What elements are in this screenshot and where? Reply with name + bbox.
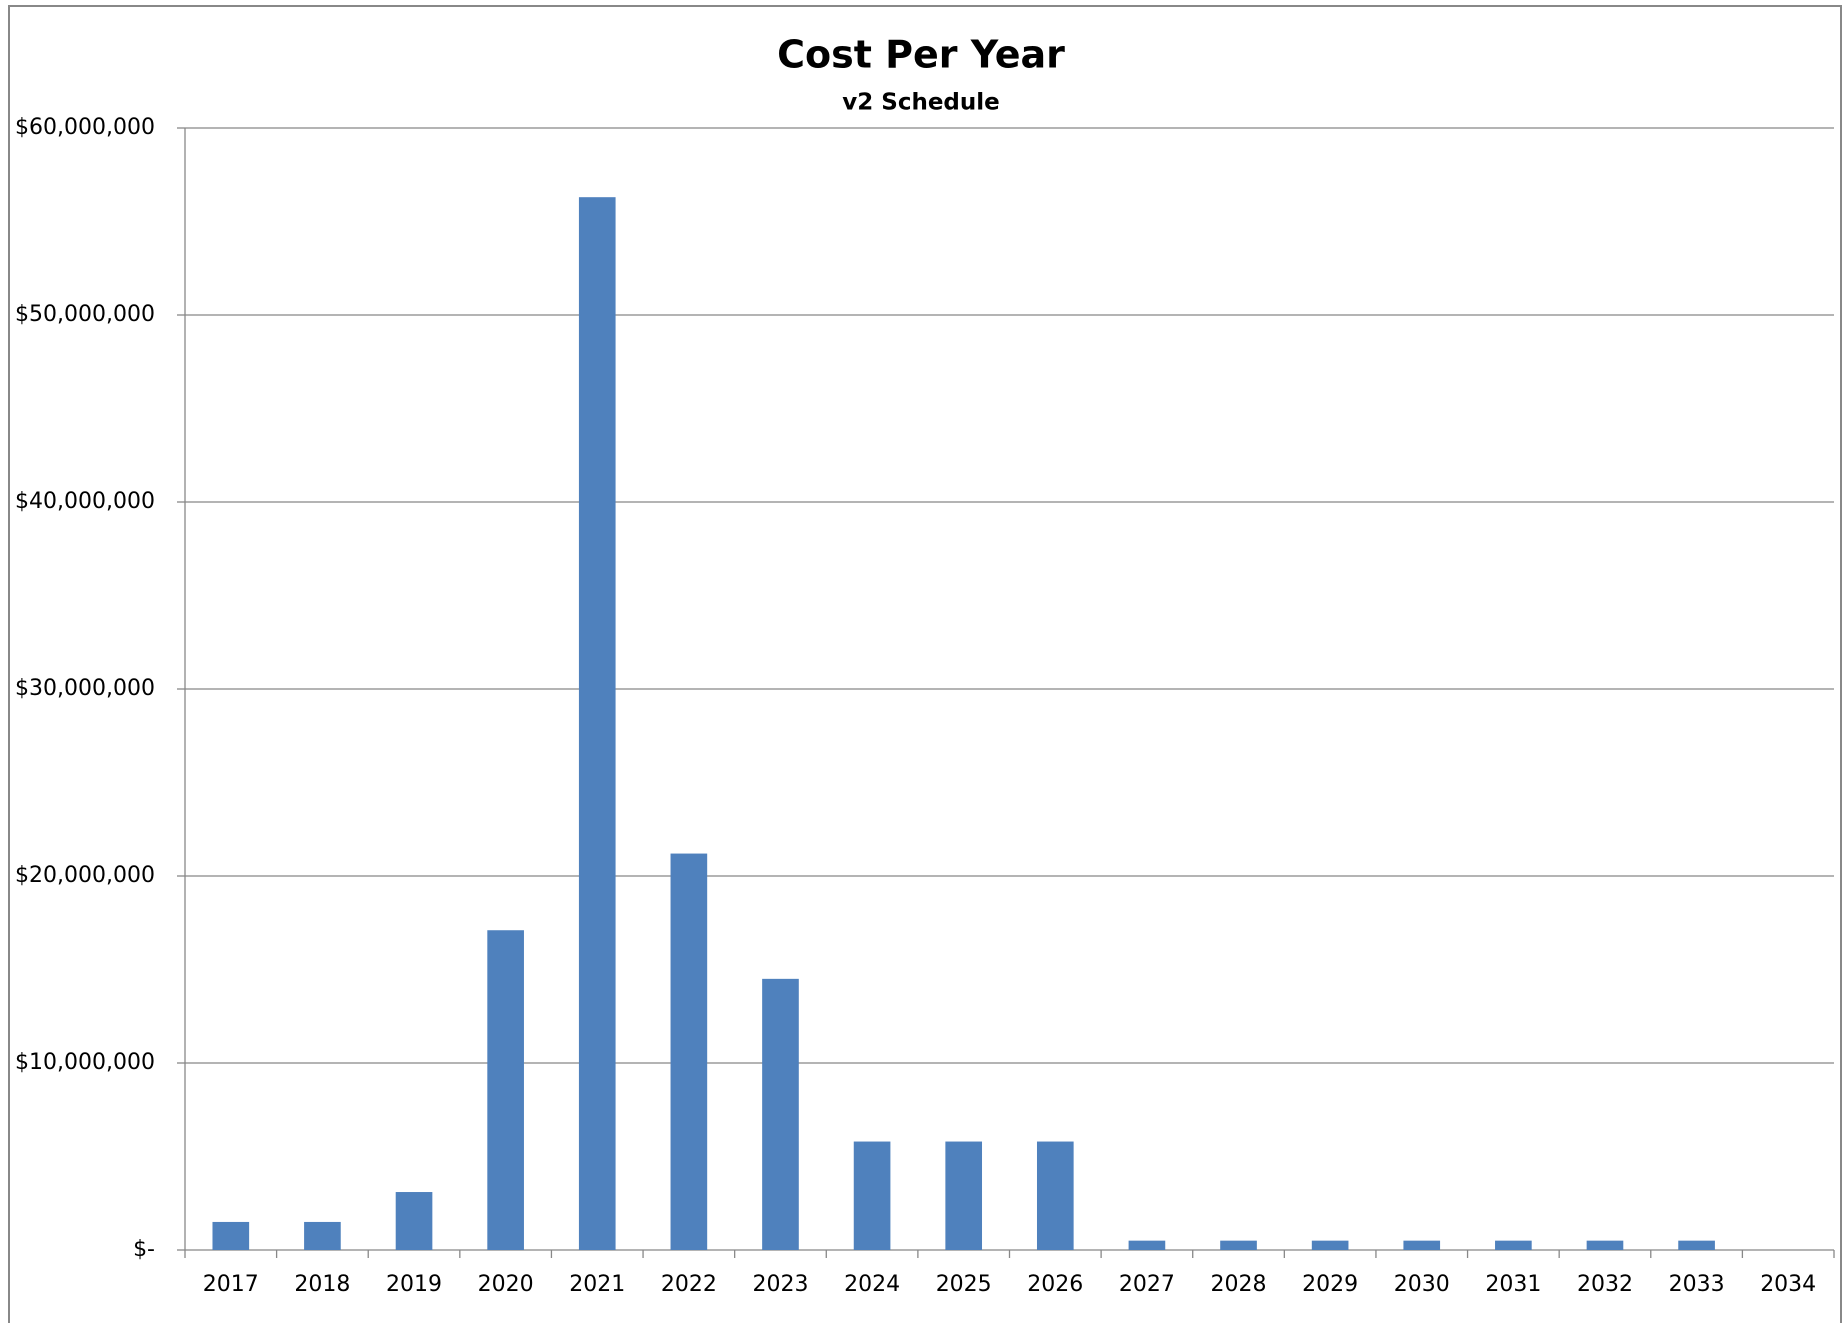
x-tick-label: 2028 [1211, 1272, 1267, 1297]
y-tick-label: $50,000,000 [15, 302, 155, 327]
x-tick-label: 2026 [1027, 1272, 1083, 1297]
bar [945, 1141, 983, 1250]
y-tick-label: $30,000,000 [15, 676, 155, 701]
x-tick-label: 2024 [844, 1272, 900, 1297]
x-tick-label: 2034 [1760, 1272, 1816, 1297]
x-tick-label: 2025 [936, 1272, 992, 1297]
x-tick-label: 2032 [1577, 1272, 1633, 1297]
bar [1220, 1240, 1257, 1250]
x-tick-label: 2021 [569, 1272, 625, 1297]
bar [1678, 1240, 1715, 1250]
chart-border [8, 5, 1842, 1323]
x-tick-label: 2030 [1394, 1272, 1450, 1297]
chart-subtitle: v2 Schedule [842, 90, 1000, 116]
bar [1311, 1240, 1349, 1250]
bar [1586, 1240, 1624, 1250]
bar [304, 1221, 341, 1250]
bar [1036, 1141, 1074, 1250]
x-tick-label: 2017 [203, 1272, 259, 1297]
x-tick-label: 2027 [1119, 1272, 1175, 1297]
x-tick-label: 2022 [661, 1272, 717, 1297]
bar [487, 930, 524, 1250]
y-tick-label: $- [133, 1237, 155, 1262]
bar [212, 1221, 250, 1250]
y-tick-label: $20,000,000 [15, 863, 155, 888]
x-tick-label: 2023 [752, 1272, 808, 1297]
bar [395, 1192, 433, 1250]
y-tick-label: $40,000,000 [15, 489, 155, 514]
y-tick-label: $60,000,000 [15, 115, 155, 140]
bar [578, 197, 616, 1251]
bar [1495, 1240, 1532, 1250]
bar [762, 978, 799, 1250]
x-tick-label: 2020 [478, 1272, 534, 1297]
x-tick-label: 2033 [1669, 1272, 1725, 1297]
x-tick-label: 2031 [1485, 1272, 1541, 1297]
x-tick-label: 2019 [386, 1272, 442, 1297]
y-tick-label: $10,000,000 [15, 1050, 155, 1075]
x-tick-label: 2018 [294, 1272, 350, 1297]
bar [670, 853, 708, 1250]
bar [1128, 1240, 1166, 1250]
bar [1403, 1240, 1441, 1250]
bar [853, 1141, 891, 1250]
x-tick-label: 2029 [1302, 1272, 1358, 1297]
chart-title: Cost Per Year [777, 33, 1065, 77]
